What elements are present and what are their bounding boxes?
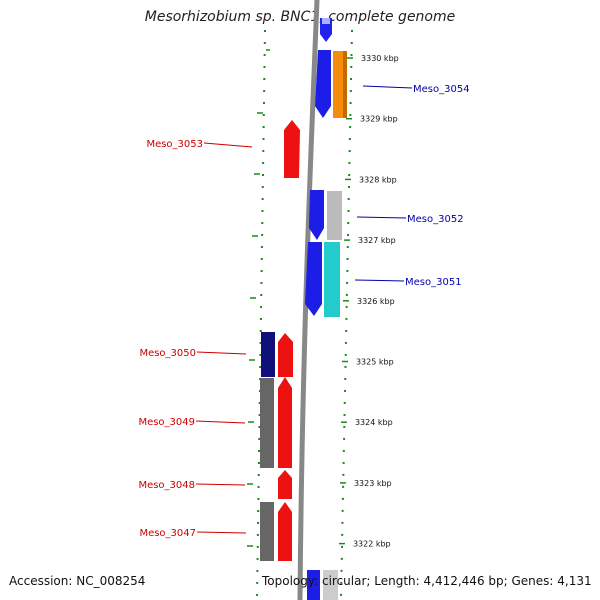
backbone-curve	[297, 0, 320, 600]
backbone	[297, 0, 320, 600]
map-title: Mesorhizobium sp. BNC1, complete genome	[144, 9, 456, 25]
scale-tick-label: 3325 kbp	[356, 358, 394, 367]
gene-label-meso-3050[interactable]: Meso_3050	[139, 348, 196, 359]
accession-text: Accession: NC_008254	[9, 574, 146, 588]
reverse-strand-genes[interactable]	[305, 18, 347, 600]
gene-arrow-meso-3050	[278, 333, 293, 377]
minor-ticks	[247, 49, 270, 547]
gene-label-leader	[195, 483, 246, 486]
gene-label-leader	[356, 216, 407, 219]
scale-tick-label: 3324 kbp	[355, 418, 393, 427]
gene-label-leader	[203, 142, 253, 148]
forward-strand-genes[interactable]	[260, 120, 300, 561]
gene-label-meso-3051[interactable]: Meso_3051	[405, 277, 462, 288]
gene-label-meso-3053[interactable]: Meso_3053	[146, 139, 203, 150]
gene-label-meso-3047[interactable]: Meso_3047	[139, 528, 196, 539]
gene-arrow-meso-3049	[278, 377, 292, 468]
gene-arrow-reverse	[307, 570, 320, 600]
gene-arrow-meso-3048	[278, 470, 292, 499]
gene-label-meso-3054[interactable]: Meso_3054	[413, 84, 470, 95]
gene-label-leader	[196, 351, 247, 355]
gene-labels[interactable]: Meso_3054 Meso_3053 Meso_3052 Meso_3051 Meso…	[138, 84, 469, 539]
scale-tick-label: 3323 kbp	[354, 479, 392, 488]
scale-tick-label: 3328 kbp	[359, 175, 397, 184]
gene-arrow-reverse	[322, 18, 330, 24]
gene-arrow-meso-3047	[278, 502, 292, 561]
gene-label-leader	[354, 279, 405, 282]
gene-cog-meso-3052	[327, 191, 342, 240]
scale-tick-label: 3329 kbp	[360, 115, 398, 124]
scale-tick-label: 3330 kbp	[361, 54, 399, 63]
scale-tick-label: 3327 kbp	[358, 236, 396, 245]
gene-arrow-meso-3054	[315, 50, 331, 118]
gene-cog-meso-3050	[261, 332, 275, 377]
gene-cog-meso-3049	[260, 378, 274, 468]
gene-cog-meso-3051	[324, 242, 340, 317]
scale-tick-label: 3326 kbp	[357, 297, 395, 306]
gene-label-meso-3052[interactable]: Meso_3052	[407, 214, 464, 225]
gene-label-meso-3049[interactable]: Meso_3049	[138, 417, 195, 428]
gene-arrow-meso-3052	[309, 190, 324, 240]
gene-arrow-meso-3053	[284, 120, 300, 178]
gene-arrow-meso-3051	[305, 242, 322, 316]
gene-label-leader	[195, 420, 246, 424]
gene-label-meso-3048[interactable]: Meso_3048	[138, 480, 195, 491]
gene-label-leader	[362, 85, 413, 89]
gene-cog-meso-3054-shade	[343, 51, 347, 118]
genome-summary-text: Topology: circular; Length: 4,412,446 bp…	[262, 574, 592, 588]
gene-label-leader	[196, 531, 247, 534]
gene-cog-reverse	[323, 570, 338, 600]
gene-cog-meso-3047	[260, 502, 274, 561]
scale-tick-label: 3322 kbp	[353, 540, 391, 549]
scale-ticks: 3330 kbp 3329 kbp 3328 kbp 3327 kbp 3326 kbp…	[338, 54, 399, 549]
